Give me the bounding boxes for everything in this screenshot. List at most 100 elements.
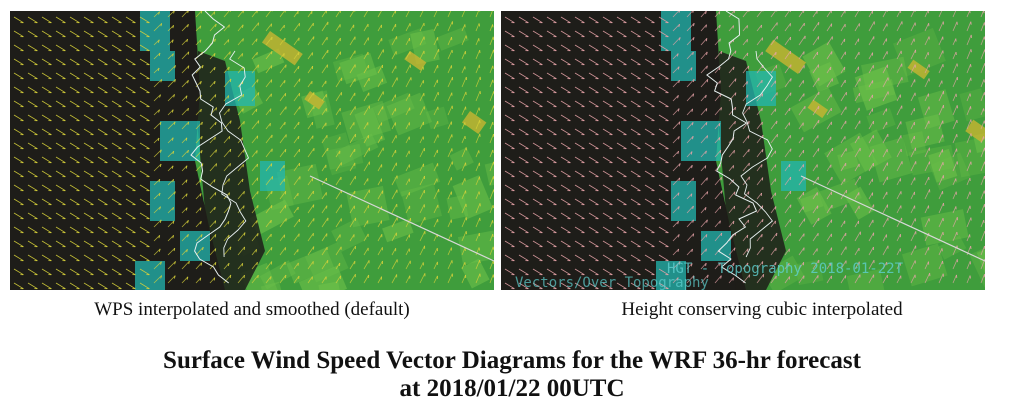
high-terrain-streak [765,39,807,75]
wind-vector [83,128,94,136]
wind-vector [602,86,613,94]
wind-vector [616,44,627,52]
wind-vector [461,122,466,130]
wind-vector [882,91,889,102]
wind-vector [798,206,804,214]
wind-vector [532,282,543,290]
wind-vector [27,226,38,234]
wind-vector [868,274,875,284]
wind-vector [489,49,494,60]
wind-vector [784,232,791,242]
wind-vector [97,58,108,66]
wind-vector [55,282,66,290]
wind-vector [644,114,655,122]
wind-vector [209,149,217,158]
wind-vector [41,142,52,150]
wind-vector [686,78,695,88]
wind-vector [812,135,819,144]
wind-vector [980,49,985,60]
wind-vector [882,217,889,228]
wind-vector [798,11,805,18]
wind-vector [405,205,411,214]
wind-vector [265,247,273,256]
wind-vector [41,100,52,108]
wind-vector [588,44,599,52]
wind-vector [111,114,122,122]
wind-vector [139,58,150,66]
offshore-cyan-block [656,261,686,290]
wind-vector [756,107,763,116]
wind-vector [307,11,313,18]
wind-vector [41,44,52,52]
figure-title-line1: Surface Wind Speed Vector Diagrams for t… [163,347,861,374]
wind-vector [419,175,425,186]
wind-vector [840,162,847,172]
wind-vector [658,142,669,150]
wind-vector [475,247,480,256]
wind-vector [700,262,707,270]
wind-vector [153,121,162,130]
wind-vector [349,133,356,144]
wind-vector [83,58,94,66]
wind-vector [756,24,762,32]
wind-vector [868,135,874,144]
wind-vector [644,254,655,262]
wind-vector [391,149,397,158]
wind-vector [55,128,66,136]
wind-vector [307,135,314,144]
wind-vector [363,122,369,130]
wind-vector [307,204,315,214]
wind-vector [139,226,150,234]
wind-vector [153,163,162,172]
wind-vector [686,67,693,74]
wind-vector [279,64,287,74]
wind-vector [672,234,680,242]
wind-vector [321,64,328,74]
wind-vector [181,220,189,228]
wind-vector [938,21,944,32]
wind-vector [840,220,846,228]
wind-vector [546,30,557,38]
wind-vector [924,23,930,32]
wind-vector [69,114,80,122]
wind-vector [658,44,669,52]
wind-vector [630,184,641,192]
wind-vector [980,230,985,242]
wind-vector [672,37,681,46]
wind-vector [307,190,314,200]
wind-vector [363,77,370,88]
wind-vector [391,122,396,130]
wind-vector [489,189,494,200]
wind-vector [686,122,694,130]
wind-vector [419,217,426,228]
wind-vector [924,64,930,74]
wind-vector [251,233,259,242]
coastline-path [740,50,774,258]
wind-vector [504,100,515,108]
wind-vector [265,93,272,102]
wind-vector [475,273,481,284]
wind-vector [405,248,410,256]
wind-vector [854,220,859,228]
wind-vector [209,234,217,242]
wind-vector [69,100,80,108]
wind-vector [461,274,467,284]
wind-vector [896,275,902,284]
wind-vector [938,202,945,214]
wind-vector [377,220,382,228]
wind-vector [55,44,66,52]
wind-vector [588,58,599,66]
wind-vector [826,94,832,102]
wind-vector [167,39,174,46]
wind-vector [714,66,721,74]
wind-vector [419,66,424,74]
wind-vector [812,248,818,256]
wind-vector [952,274,958,284]
wind-vector [756,246,764,256]
wind-vector [798,35,806,46]
wind-vector [714,190,723,200]
wind-vector [447,121,452,130]
wind-vector [69,240,80,248]
wind-vector [840,204,847,214]
wind-vector [335,176,342,186]
